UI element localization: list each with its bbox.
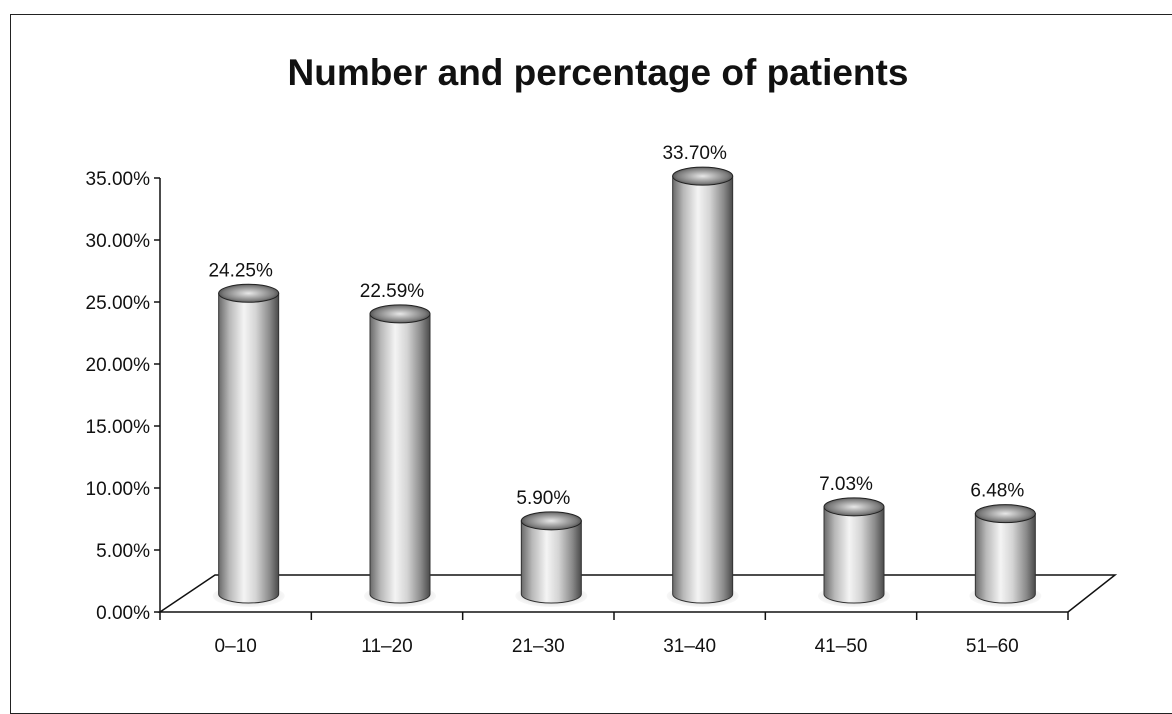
bar-body (672, 175, 734, 604)
y-tick-label: 20.00% (86, 355, 151, 376)
data-label: 6.48% (970, 481, 1024, 502)
bars (212, 166, 1042, 607)
bar-body (974, 513, 1036, 604)
y-tick-label: 10.00% (86, 479, 151, 500)
data-label: 7.03% (819, 474, 873, 495)
data-labels: 24.25% 22.59% 5.90% 33.70% 7.03% 6.48% (208, 143, 1024, 509)
x-tick-label: 21–30 (512, 636, 565, 657)
data-label: 24.25% (208, 260, 273, 281)
chart-title: Number and percentage of patients (288, 52, 909, 93)
y-tick-label: 35.00% (86, 169, 151, 190)
bar-cap (369, 304, 431, 324)
bar-chart: Number and percentage of patients 0.00% 5… (86, 52, 1118, 657)
y-tick-label: 30.00% (86, 231, 151, 252)
x-tick-label: 31–40 (663, 636, 716, 657)
axes: 0.00% 5.00% 10.00% 15.00% 20.00% 25.00% 30.00%… (86, 169, 1069, 657)
bar-cap (974, 504, 1036, 524)
bar-cap (823, 497, 885, 517)
data-label: 33.70% (662, 143, 727, 164)
y-tick-label: 15.00% (86, 417, 151, 438)
x-tick-label: 11–20 (361, 636, 412, 657)
bar-body (823, 506, 885, 604)
y-tick-label: 0.00% (96, 603, 150, 624)
bar (969, 504, 1042, 607)
bar-body (218, 292, 280, 604)
data-label: 22.59% (360, 281, 425, 302)
bar-body (369, 313, 431, 604)
bar (515, 511, 588, 607)
y-tick-label: 25.00% (86, 293, 151, 314)
x-tick-label: 51–60 (966, 636, 1019, 657)
data-label: 5.90% (516, 488, 570, 509)
bar (364, 304, 436, 607)
x-tick-label: 41–50 (815, 636, 868, 657)
x-tick-label: 0–10 (215, 636, 257, 657)
bar (212, 283, 285, 607)
bar (666, 166, 739, 607)
bar-body (520, 520, 582, 604)
y-tick-label: 5.00% (96, 541, 150, 562)
bar-cap (520, 511, 582, 531)
bar-cap (672, 166, 734, 186)
bar (818, 497, 890, 607)
bar-cap (218, 283, 280, 303)
